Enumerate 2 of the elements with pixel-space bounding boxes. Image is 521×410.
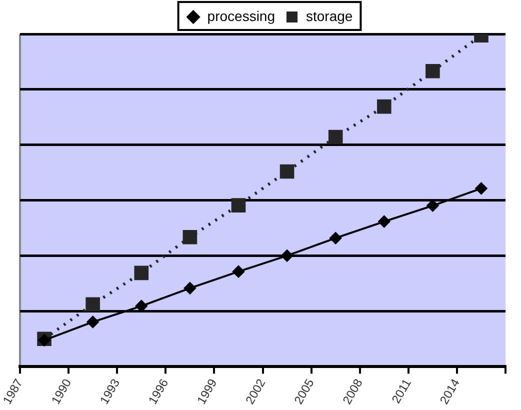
legend-label: storage	[306, 8, 353, 24]
legend-label: processing	[207, 8, 276, 24]
